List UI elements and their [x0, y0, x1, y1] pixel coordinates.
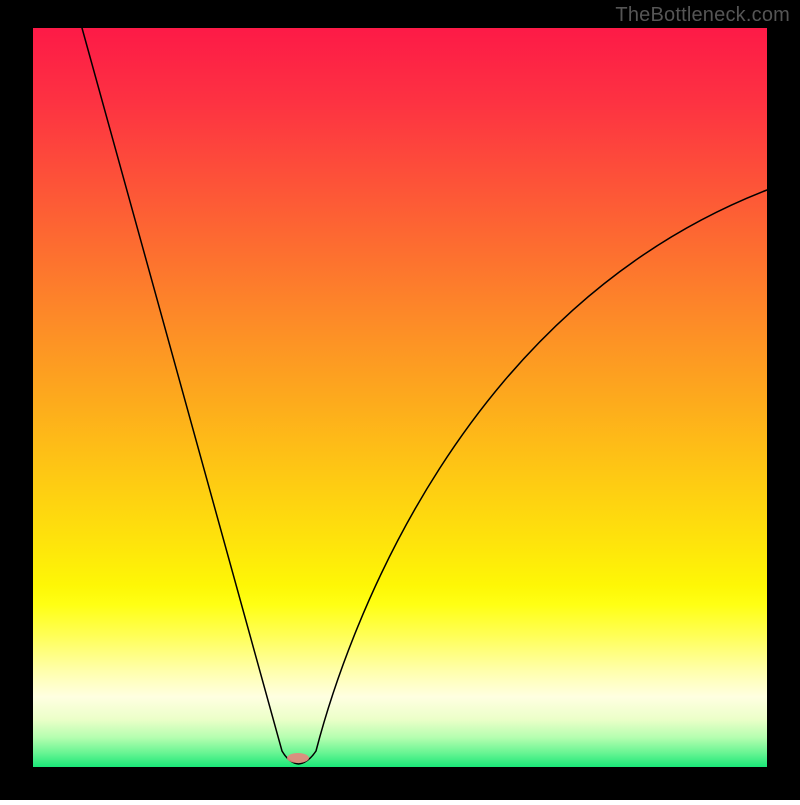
watermark-text: TheBottleneck.com	[615, 4, 790, 27]
bottleneck-chart: TheBottleneck.com	[0, 0, 800, 800]
optimal-point-marker	[287, 753, 309, 763]
chart-svg	[0, 0, 800, 800]
plot-area	[33, 28, 767, 767]
